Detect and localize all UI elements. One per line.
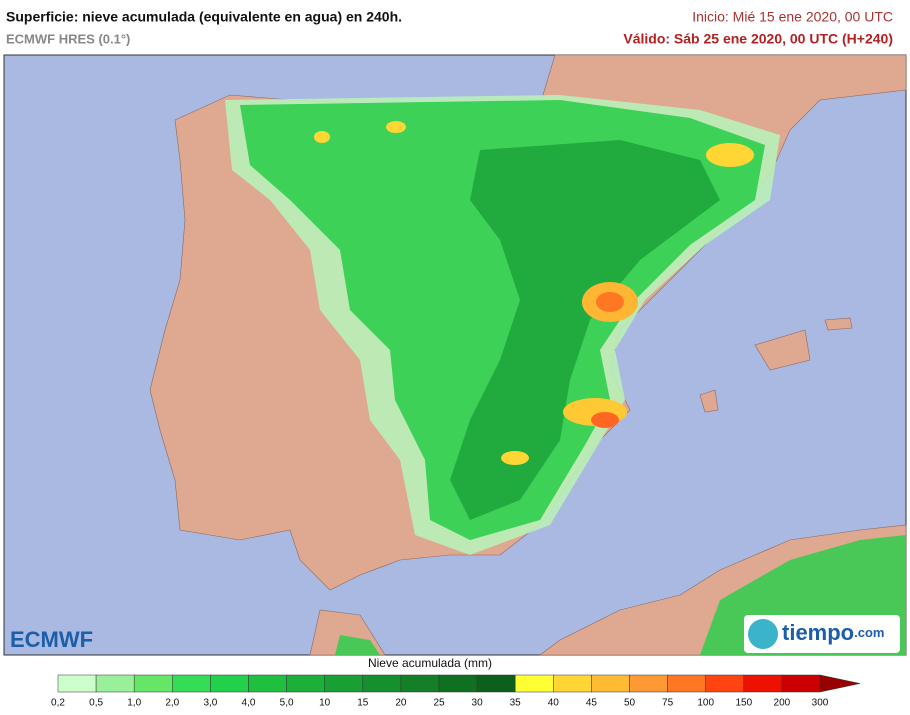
colorbar-tick-label: 15 — [357, 698, 369, 709]
colorbar-segment — [57, 674, 97, 693]
colorbar-segment — [438, 674, 478, 693]
colorbar-tick-label: 35 — [510, 698, 522, 709]
colorbar-segment — [362, 674, 402, 693]
colorbar-tick-label: 0,2 — [51, 698, 65, 709]
colorbar-tick-label: 10 — [319, 698, 331, 709]
logo-box — [744, 615, 900, 653]
colorbar-segment — [781, 674, 821, 693]
map: ECMWF tiempo.com — [3, 54, 907, 656]
colorbar-segment — [514, 674, 554, 693]
subtitle: ECMWF HRES (0.1°) — [6, 31, 130, 46]
snow-morocco — [335, 635, 380, 655]
colorbar-tick-label: 4,0 — [242, 698, 256, 709]
colorbar-tick-label: 100 — [697, 698, 714, 709]
colorbar-segment — [553, 674, 592, 693]
colorbar-tick-label: 20 — [395, 698, 407, 709]
colorbar-tick-label: 45 — [586, 698, 598, 709]
snow-heavy — [450, 140, 720, 520]
snow-peak — [501, 451, 529, 465]
snow-peak — [591, 412, 619, 428]
colorbar-tick-label: 30 — [472, 698, 484, 709]
island-menorca — [824, 317, 853, 331]
colorbar-segment — [324, 674, 364, 693]
logo-tiempo: tiempo.com — [782, 620, 884, 645]
colorbar-tick-label: 40 — [548, 698, 560, 709]
logo-tiempo-name: tiempo — [782, 620, 854, 645]
logo-ecmwf: ECMWF — [10, 627, 93, 652]
snow-peak — [596, 292, 624, 312]
colorbar-tick-label: 75 — [662, 698, 674, 709]
colorbar-segment — [667, 674, 706, 693]
colorbar-tick-label: 5,0 — [280, 698, 294, 709]
logo-tiempo-domain: .com — [854, 625, 884, 640]
colorbar-tick-label: 3,0 — [203, 698, 217, 709]
colorbar-segment — [286, 674, 325, 693]
snow-peak — [706, 143, 754, 167]
snow-peak — [314, 131, 330, 143]
colorbar-segment — [400, 674, 440, 693]
colorbar-tick-label: 0,5 — [89, 698, 103, 709]
colorbar-segment — [705, 674, 745, 693]
logo-icon — [748, 619, 778, 649]
island-ibiza — [699, 389, 719, 413]
island-mallorca — [754, 329, 811, 371]
colorbar-tick-label: 25 — [433, 698, 445, 709]
colorbar-segment — [476, 674, 516, 693]
title: Superficie: nieve acumulada (equivalente… — [6, 9, 402, 25]
valid-time: Válido: Sáb 25 ene 2020, 00 UTC (H+240) — [623, 31, 893, 47]
colorbar-segment — [95, 674, 135, 693]
colorbar-tick-label: 300 — [812, 698, 829, 709]
colorbar-tick-label: 150 — [735, 698, 752, 709]
colorbar-arrow — [819, 674, 861, 693]
colorbar-segment — [743, 674, 783, 693]
colorbar: 0,2 0,5 1,0 2,0 3,0 4,0 5,0 10 15 20 25 30 35 40 45 50 7… — [51, 674, 861, 709]
colorbar-segment — [172, 674, 211, 693]
colorbar-tick-label: 200 — [774, 698, 791, 709]
colorbar-segment — [591, 674, 630, 693]
colorbar-segment — [133, 674, 173, 693]
colorbar-tick-label: 50 — [624, 698, 636, 709]
colorbar-segment — [629, 674, 668, 693]
colorbar-tick-label: 2,0 — [165, 698, 179, 709]
colorbar-segment — [210, 674, 249, 693]
colorbar-segment — [248, 674, 287, 693]
snow-peak — [386, 121, 406, 133]
start-time: Inicio: Mié 15 ene 2020, 00 UTC — [692, 9, 893, 25]
legend-title: Nieve acumulada (mm) — [368, 656, 492, 670]
colorbar-tick-label: 1,0 — [127, 698, 141, 709]
